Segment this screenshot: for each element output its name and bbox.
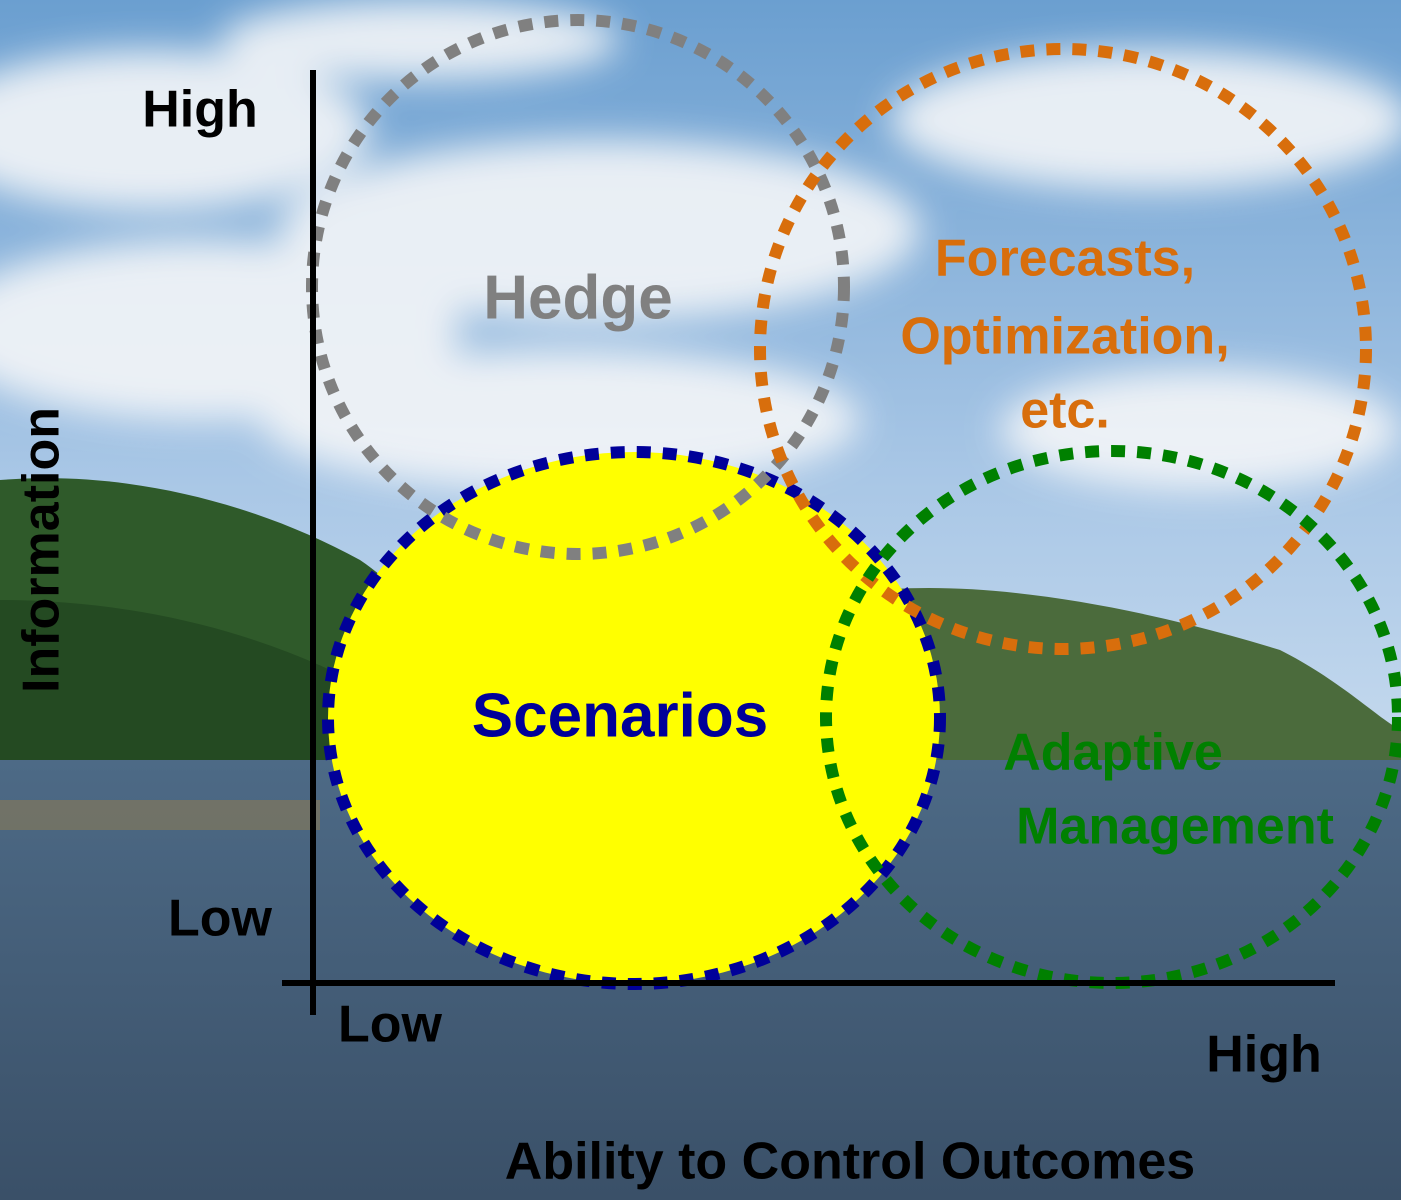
y-axis-title: Information xyxy=(13,407,71,693)
forecasts-label: etc. xyxy=(1020,382,1110,440)
scenarios-label: Scenarios xyxy=(472,681,768,750)
adaptive-label: Adaptive xyxy=(1003,724,1223,782)
x-axis-title: Ability to Control Outcomes xyxy=(505,1133,1195,1191)
x-high-label: High xyxy=(1206,1026,1322,1084)
diagram: High Low Information Low High Ability to… xyxy=(0,0,1401,1200)
y-high-label: High xyxy=(142,81,258,139)
hedge-label: Hedge xyxy=(483,263,672,332)
adaptive-label: Management xyxy=(1016,798,1334,856)
y-low-label: Low xyxy=(168,890,273,948)
page: High Low Information Low High Ability to… xyxy=(0,0,1401,1200)
forecasts-label: Forecasts, xyxy=(935,230,1195,288)
x-low-label: Low xyxy=(338,996,443,1054)
shore xyxy=(0,800,320,830)
forecasts-label: Optimization, xyxy=(900,308,1229,366)
